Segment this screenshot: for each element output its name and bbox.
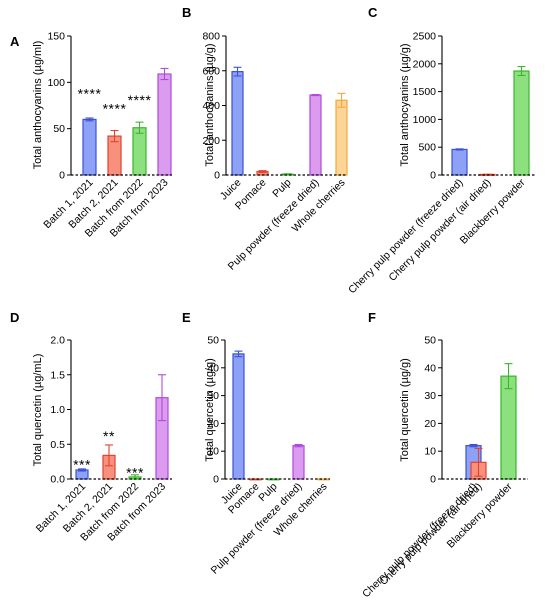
- y-tick-label: 2.0: [50, 335, 65, 347]
- y-axis-label: Total anthocyanins (µg/ml): [32, 41, 44, 170]
- significance-label: ****: [103, 100, 127, 116]
- y-tick-label: 200: [202, 135, 220, 147]
- y-tick-label: 0: [59, 170, 65, 182]
- y-axis-label: Total quercetin (µg/g): [204, 358, 216, 462]
- y-tick-label: 50: [424, 335, 436, 347]
- y-tick-label: 50: [53, 123, 65, 135]
- bar-4: [292, 445, 305, 480]
- y-tick-label: 2000: [413, 58, 437, 70]
- bar-1: [232, 353, 245, 480]
- y-tick-label: 1.0: [50, 404, 65, 416]
- y-tick-label: 2500: [413, 31, 437, 43]
- y-tick-label: 10: [424, 446, 436, 458]
- bar-5: [335, 99, 348, 176]
- bar-3: [267, 478, 280, 481]
- panel-letter: C: [368, 5, 378, 20]
- y-tick-label: 30: [207, 390, 219, 402]
- bar-2: [249, 478, 262, 481]
- significance-label: ***: [73, 456, 91, 472]
- panel-letter: D: [10, 310, 19, 325]
- significance-label: ****: [78, 85, 102, 101]
- y-tick-label: 100: [47, 77, 65, 89]
- y-tick-label: 40: [424, 362, 436, 374]
- x-tick-label: Cherry pulp powder (freeze dried): [346, 177, 466, 297]
- y-tick-label: 0: [430, 474, 436, 486]
- y-axis-label: Total quercetin (µg/g): [399, 358, 411, 462]
- bar-1: [231, 71, 244, 176]
- y-tick-label: 20: [424, 418, 436, 430]
- bar-4: [309, 94, 322, 176]
- x-tick-label: Blackberry powder: [458, 176, 528, 246]
- y-tick-label: 400: [202, 100, 220, 112]
- panel-c: C Total anthocyanins (µg/g) 0 500 1000 1500 20…: [346, 5, 536, 296]
- bar-3: [132, 127, 147, 176]
- y-tick-label: 0: [213, 474, 219, 486]
- panel-letter: B: [182, 5, 191, 20]
- x-tick-label: Pulp: [270, 177, 293, 200]
- bar-3: [500, 375, 517, 480]
- y-tick-label: 0: [214, 170, 220, 182]
- y-tick-label: 0.5: [50, 439, 65, 451]
- panel-a: A Total anthocyanins (µg/ml)050100150Batc…: [10, 31, 172, 240]
- significance-label: **: [103, 428, 115, 444]
- y-tick-label: 30: [424, 390, 436, 402]
- bar-1: [451, 148, 468, 176]
- y-tick-label: 1500: [413, 86, 437, 98]
- y-tick-label: 40: [207, 362, 219, 374]
- y-axis-label: Total anthocyanins (µg/g): [399, 43, 411, 166]
- y-tick-label: 800: [202, 31, 220, 43]
- y-axis-label: Total quercetin (µg/mL): [32, 354, 44, 467]
- y-axis-label: Total anthocyanins (µg/g): [204, 43, 216, 166]
- y-tick-label: 50: [207, 335, 219, 347]
- panel-letter: A: [10, 34, 20, 49]
- panel-letter: F: [368, 310, 376, 325]
- y-tick-label: 150: [47, 31, 65, 43]
- bar-4: [157, 73, 172, 176]
- bar-1: [82, 118, 97, 176]
- y-tick-label: 600: [202, 65, 220, 77]
- significance-label: ****: [128, 92, 152, 108]
- significance-label: ***: [126, 465, 144, 481]
- y-tick-label: 20: [207, 418, 219, 430]
- y-tick-label: 0.0: [50, 474, 65, 486]
- y-tick-label: 1000: [413, 114, 437, 126]
- y-tick-label: 10: [207, 446, 219, 458]
- y-tick-label: 1.5: [50, 369, 65, 381]
- bar-3: [513, 70, 530, 176]
- y-tick-label: 500: [418, 142, 436, 154]
- panel-letter: E: [182, 310, 191, 325]
- y-tick-label: 0: [430, 170, 436, 182]
